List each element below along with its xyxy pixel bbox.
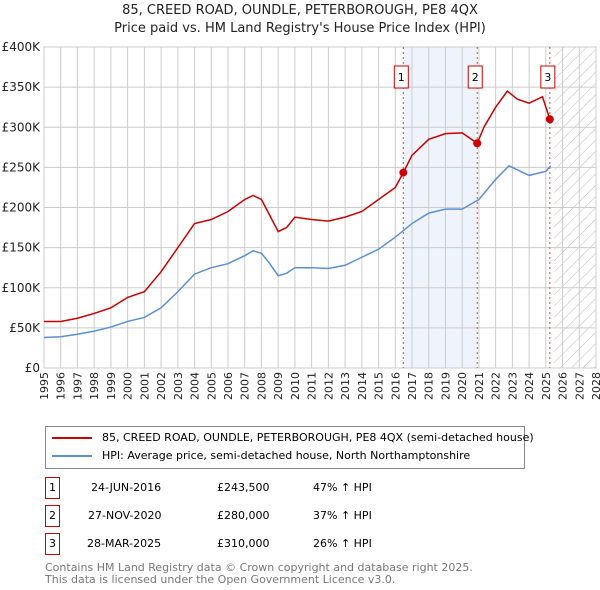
y-tick-label: £50K	[9, 321, 41, 335]
price-line	[44, 90, 553, 323]
x-tick-label: 2016	[389, 372, 402, 400]
x-tick-label: 2001	[138, 372, 151, 400]
footer-line: This data is licensed under the Open Gov…	[45, 573, 396, 586]
x-tick-label: 1998	[88, 372, 101, 400]
footer-line: Contains HM Land Registry data © Crown c…	[45, 561, 473, 574]
sale-marker-label: 3	[45, 533, 60, 555]
x-tick-label: 1997	[71, 372, 84, 400]
y-tick-label: £350K	[2, 80, 42, 94]
sale-date: 24-JUN-2016	[91, 481, 162, 494]
sale-date: 28-MAR-2025	[87, 537, 162, 550]
x-tick-label: 2021	[473, 372, 486, 400]
sale-price: £310,000	[217, 537, 270, 550]
x-tick-label: 2010	[289, 372, 302, 400]
x-tick-label: 2019	[439, 372, 452, 400]
footer: Contains HM Land Registry data © Crown c…	[45, 562, 473, 586]
sale-price: £243,500	[217, 481, 270, 494]
plot-frame	[43, 46, 597, 369]
sale-label-box	[393, 65, 409, 89]
x-tick-label: 2028	[590, 372, 600, 400]
x-tick-label: 2011	[306, 372, 319, 400]
y-tick-label: £150K	[2, 241, 42, 255]
x-tick-label: 2022	[490, 372, 503, 400]
sale-row: 3 28-MAR-2025 £310,000 26% ↑ HPI	[45, 533, 445, 555]
x-tick-label: 2017	[406, 372, 419, 400]
x-tick-label: 2023	[506, 372, 519, 400]
y-tick-label: £250K	[2, 160, 42, 174]
x-tick-label: 2015	[373, 372, 386, 400]
plot-area: 1995 1996 1997 1998 1999 2000 2001 2002 2003 2004…	[2, 40, 600, 400]
x-tick-label: 2020	[456, 372, 469, 400]
x-tick-label: 2006	[222, 372, 235, 400]
x-tick-label: 1995	[38, 372, 51, 400]
x-tick-label: 2027	[573, 372, 586, 400]
x-tick-label: 1996	[55, 372, 68, 400]
x-tick-label: 2008	[255, 372, 268, 400]
sale-point	[399, 168, 408, 177]
legend-label-property: 85, CREED ROAD, OUNDLE, PETERBOROUGH, PE…	[102, 431, 534, 444]
sale-hpi: 26% ↑ HPI	[313, 537, 372, 550]
x-tick-label: 2013	[339, 372, 352, 400]
x-tick-label: 2014	[356, 372, 369, 400]
x-tick-label: 2009	[272, 372, 285, 400]
sale-point	[545, 115, 554, 124]
x-tick-label: 2002	[155, 372, 168, 400]
x-tick-label: 2026	[557, 372, 570, 400]
sale-row: 1 24-JUN-2016 £243,500 47% ↑ HPI	[45, 477, 445, 499]
legend: 85, CREED ROAD, OUNDLE, PETERBOROUGH, PE…	[45, 426, 534, 469]
sale-label: 2	[472, 71, 479, 84]
chart-title: 85, CREED ROAD, OUNDLE, PETERBOROUGH, PE…	[122, 3, 478, 18]
sale-label-box	[540, 65, 556, 89]
x-tick-label: 2005	[205, 372, 218, 400]
x-tick-label: 2018	[423, 372, 436, 400]
x-tick-label: 2012	[322, 372, 335, 400]
x-tick-label: 2024	[523, 372, 536, 400]
y-tick-label: £100K	[2, 281, 42, 295]
x-tick-label: 2007	[239, 372, 252, 400]
sale-row: 2 27-NOV-2020 £280,000 37% ↑ HPI	[45, 505, 445, 527]
sale-label-box	[467, 65, 483, 89]
y-tick-label: £0	[25, 361, 40, 375]
chart-subtitle: Price paid vs. HM Land Registry's House …	[114, 21, 486, 36]
sale-label: 3	[544, 71, 551, 84]
sale-point	[473, 139, 482, 148]
x-tick-label: 2003	[172, 372, 185, 400]
sale-hpi: 37% ↑ HPI	[313, 509, 372, 522]
x-tick-label: 2004	[189, 372, 202, 400]
sale-hpi: 47% ↑ HPI	[313, 481, 372, 494]
sale-marker-label: 1	[45, 477, 60, 499]
legend-swatch-hpi	[52, 454, 92, 457]
y-tick-label: £200K	[2, 201, 42, 215]
x-tick-label: 1999	[105, 372, 118, 400]
sale-label: 1	[398, 71, 405, 84]
y-tick-label: £300K	[2, 120, 42, 134]
sale-date: 27-NOV-2020	[88, 509, 162, 522]
hpi-line	[43, 164, 552, 339]
sale-marker-label: 2	[45, 505, 60, 527]
legend-swatch-property	[52, 436, 92, 439]
x-tick-label: 2000	[122, 372, 135, 400]
x-tick-label: 2025	[540, 372, 553, 400]
legend-label-hpi: HPI: Average price, semi-detached house,…	[102, 449, 471, 462]
sale-price: £280,000	[217, 509, 270, 522]
y-tick-label: £400K	[2, 40, 42, 54]
